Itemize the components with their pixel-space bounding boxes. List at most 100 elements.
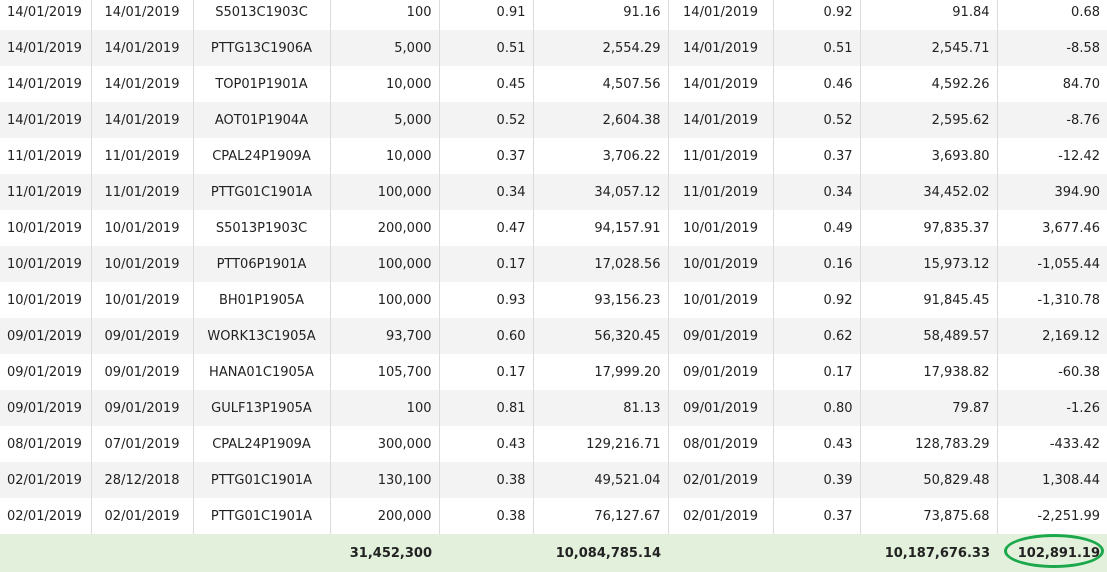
cell-buy-price: 0.47 [439,210,534,246]
cell-buy-amount: 56,320.45 [533,318,669,354]
cell-sell-price: 0.34 [773,174,861,210]
cell-buy-amount: 34,057.12 [533,174,669,210]
cell-buy-amount: 3,706.22 [533,138,669,174]
cell-buy-amount: 2,604.38 [533,102,669,138]
cell-date-close: 08/01/2019 [668,426,774,462]
cell-buy-price: 0.17 [439,354,534,390]
cell-sell-amount: 2,545.71 [860,30,998,66]
cell-date-close: 14/01/2019 [668,0,774,30]
cell-date-close: 09/01/2019 [668,354,774,390]
cell-sell-amount: 2,595.62 [860,102,998,138]
cell-sell-price: 0.51 [773,30,861,66]
cell-buy-amount: 17,028.56 [533,246,669,282]
cell-sell-price: 0.43 [773,426,861,462]
cell-date-open: 10/01/2019 [0,282,92,318]
total-cell-empty [193,534,330,572]
total-cell-empty [91,534,193,572]
cell-date-open: 11/01/2019 [0,174,92,210]
cell-sell-price: 0.52 [773,102,861,138]
cell-date-open: 14/01/2019 [0,30,92,66]
cell-symbol: AOT01P1904A [193,102,331,138]
cell-date-open: 14/01/2019 [0,102,92,138]
cell-date-trade: 14/01/2019 [91,30,194,66]
cell-quantity: 300,000 [330,426,440,462]
cell-buy-price: 0.34 [439,174,534,210]
table-row: 10/01/2019 10/01/2019 PTT06P1901A 100,000 0.… [0,246,1107,282]
cell-quantity: 200,000 [330,498,440,534]
total-cell-empty [773,534,860,572]
cell-buy-price: 0.38 [439,498,534,534]
cell-buy-amount: 49,521.04 [533,462,669,498]
cell-sell-price: 0.37 [773,138,861,174]
cell-symbol: WORK13C1905A [193,318,331,354]
cell-buy-price: 0.38 [439,462,534,498]
table-row: 09/01/2019 09/01/2019 HANA01C1905A 105,700 0… [0,354,1107,390]
total-profit: 102,891.19 [997,534,1107,572]
table-row: 14/01/2019 14/01/2019 AOT01P1904A 5,000 0.52… [0,102,1107,138]
cell-profit: 84.70 [997,66,1107,102]
cell-profit: 3,677.46 [997,210,1107,246]
total-buy-amount: 10,084,785.14 [533,534,668,572]
cell-date-trade: 11/01/2019 [91,174,194,210]
cell-date-trade: 09/01/2019 [91,354,194,390]
cell-buy-price: 0.91 [439,0,534,30]
cell-date-open: 14/01/2019 [0,66,92,102]
table-row: 09/01/2019 09/01/2019 WORK13C1905A 93,700 0.… [0,318,1107,354]
table-row: 11/01/2019 11/01/2019 CPAL24P1909A 10,000 0.… [0,138,1107,174]
cell-buy-price: 0.60 [439,318,534,354]
cell-date-open: 09/01/2019 [0,318,92,354]
totals-row: 31,452,300 10,084,785.14 10,187,676.33 1… [0,534,1107,572]
cell-date-trade: 07/01/2019 [91,426,194,462]
cell-symbol: S5013C1903C [193,0,331,30]
cell-sell-amount: 91,845.45 [860,282,998,318]
cell-date-open: 09/01/2019 [0,390,92,426]
cell-profit: -1.26 [997,390,1107,426]
cell-symbol: TOP01P1901A [193,66,331,102]
cell-quantity: 100,000 [330,174,440,210]
cell-date-open: 09/01/2019 [0,354,92,390]
cell-buy-amount: 76,127.67 [533,498,669,534]
cell-date-trade: 14/01/2019 [91,0,194,30]
cell-date-trade: 14/01/2019 [91,66,194,102]
table-row: 02/01/2019 02/01/2019 PTTG01C1901A 200,000 0… [0,498,1107,534]
total-cell-empty [0,534,91,572]
cell-quantity: 100 [330,0,440,30]
cell-date-close: 11/01/2019 [668,174,774,210]
cell-profit: -1,310.78 [997,282,1107,318]
cell-sell-amount: 97,835.37 [860,210,998,246]
table-body: 14/01/2019 14/01/2019 S5013C1903C 100 0.91 91… [0,0,1107,534]
cell-symbol: PTTG01C1901A [193,174,331,210]
table-row: 14/01/2019 14/01/2019 TOP01P1901A 10,000 0.4… [0,66,1107,102]
cell-sell-price: 0.17 [773,354,861,390]
cell-date-open: 10/01/2019 [0,246,92,282]
cell-sell-amount: 15,973.12 [860,246,998,282]
cell-sell-price: 0.62 [773,318,861,354]
table-row: 14/01/2019 14/01/2019 S5013C1903C 100 0.91 91… [0,0,1107,30]
cell-date-close: 09/01/2019 [668,318,774,354]
table-row: 14/01/2019 14/01/2019 PTTG13C1906A 5,000 0.5… [0,30,1107,66]
cell-profit: -60.38 [997,354,1107,390]
cell-sell-price: 0.39 [773,462,861,498]
cell-symbol: CPAL24P1909A [193,138,331,174]
table-row: 09/01/2019 09/01/2019 GULF13P1905A 100 0.81 8… [0,390,1107,426]
cell-profit: -12.42 [997,138,1107,174]
cell-sell-amount: 17,938.82 [860,354,998,390]
cell-quantity: 100,000 [330,282,440,318]
cell-symbol: PTTG01C1901A [193,498,331,534]
cell-profit: -8.76 [997,102,1107,138]
cell-date-trade: 14/01/2019 [91,102,194,138]
total-cell-empty [668,534,773,572]
cell-date-close: 02/01/2019 [668,462,774,498]
cell-profit: -2,251.99 [997,498,1107,534]
cell-date-close: 14/01/2019 [668,102,774,138]
cell-sell-price: 0.80 [773,390,861,426]
cell-symbol: PTTG01C1901A [193,462,331,498]
cell-sell-price: 0.37 [773,498,861,534]
cell-date-close: 14/01/2019 [668,66,774,102]
cell-date-open: 11/01/2019 [0,138,92,174]
cell-date-trade: 09/01/2019 [91,318,194,354]
cell-symbol: PTTG13C1906A [193,30,331,66]
cell-quantity: 5,000 [330,30,440,66]
cell-buy-amount: 2,554.29 [533,30,669,66]
